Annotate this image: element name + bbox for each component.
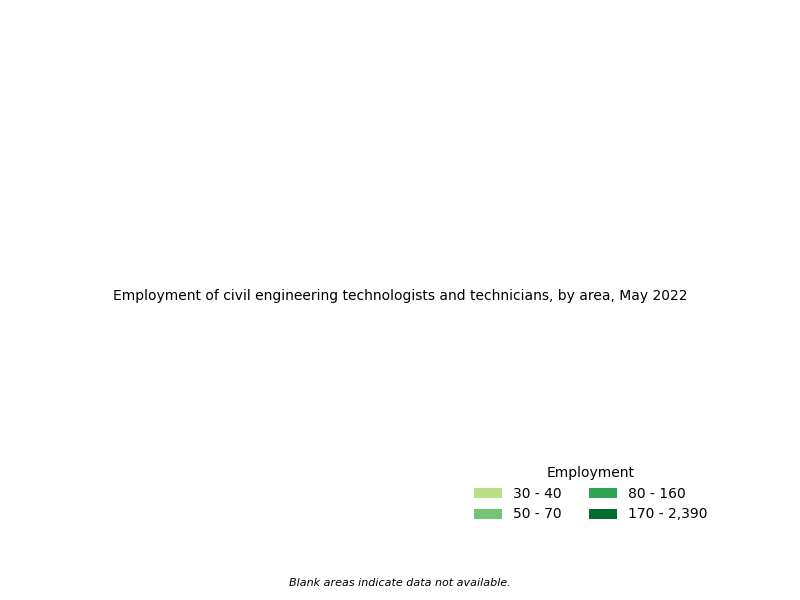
Text: Employment of civil engineering technologists and technicians, by area, May 2022: Employment of civil engineering technolo… bbox=[113, 289, 687, 303]
Legend: 30 - 40, 50 - 70, 80 - 160, 170 - 2,390: 30 - 40, 50 - 70, 80 - 160, 170 - 2,390 bbox=[468, 460, 713, 527]
Text: Blank areas indicate data not available.: Blank areas indicate data not available. bbox=[289, 578, 511, 588]
